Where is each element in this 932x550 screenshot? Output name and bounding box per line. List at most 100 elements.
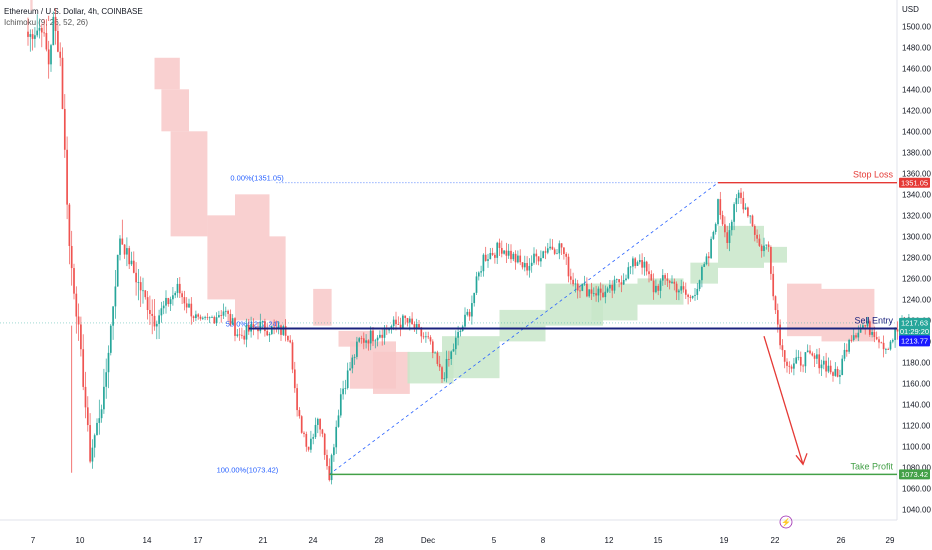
candle-body — [896, 329, 899, 332]
candle-body — [195, 314, 197, 319]
candle-body — [40, 27, 43, 33]
candle-body — [132, 260, 135, 273]
candle-body — [208, 317, 211, 319]
candle-body — [215, 317, 218, 324]
candle-body — [445, 358, 448, 379]
candle-body — [751, 215, 754, 227]
candle-body — [673, 281, 676, 284]
candle-body — [668, 280, 671, 283]
candle-body — [542, 251, 545, 259]
candle-body — [425, 336, 427, 338]
candle-body — [137, 282, 140, 283]
candle-body — [579, 290, 581, 292]
y-tick-label: 1340.00 — [902, 190, 931, 199]
kumo-segment — [690, 262, 718, 284]
candle-body — [333, 447, 335, 456]
candle-body — [841, 358, 844, 376]
candle-body — [459, 330, 462, 333]
candle-body — [307, 446, 310, 450]
candle-body — [213, 316, 216, 324]
candle-body — [862, 325, 864, 328]
chart-header: Ethereum / U.S. Dollar, 4h, COINBASE Ich… — [4, 6, 143, 28]
candle-body — [643, 261, 646, 268]
candle-body — [142, 290, 144, 292]
candle-body — [314, 424, 317, 438]
candle-body — [772, 273, 775, 297]
candle-body — [169, 299, 172, 305]
candle-body — [740, 192, 742, 198]
candle-body — [103, 386, 105, 410]
candle-body — [158, 315, 160, 324]
candle-body — [436, 352, 439, 364]
candle-body — [84, 386, 87, 408]
candle-body — [369, 330, 372, 344]
candle-body — [296, 388, 298, 411]
candle-body — [843, 349, 846, 359]
kumo-segment — [787, 283, 822, 337]
kumo-segment — [170, 131, 208, 237]
y-tick-label: 1420.00 — [902, 106, 931, 115]
candle-body — [744, 207, 747, 210]
candle-body — [694, 294, 696, 296]
candle-body — [565, 253, 568, 257]
candle-body — [811, 353, 814, 356]
x-tick-label: 28 — [375, 536, 384, 545]
candle-body — [758, 238, 761, 246]
candle-body — [827, 365, 830, 372]
candle-body — [885, 349, 887, 350]
candle-body — [666, 278, 669, 281]
candle-body — [583, 283, 586, 285]
candle-body — [362, 338, 365, 343]
candle-body — [222, 311, 225, 316]
candle-body — [770, 246, 772, 274]
projection-arrow — [763, 335, 804, 465]
candle-body — [80, 324, 82, 350]
sell-entry-label: Sell Entry — [854, 316, 893, 326]
candle-body — [379, 334, 381, 338]
candle-body — [59, 51, 62, 58]
candle-body — [859, 327, 862, 333]
candle-body — [526, 263, 528, 271]
candle-body — [342, 388, 344, 395]
candle-body — [429, 337, 432, 342]
candle-body — [367, 340, 370, 344]
candle-body — [454, 337, 457, 350]
candle-body — [620, 282, 623, 285]
candle-body — [627, 267, 630, 279]
candle-body — [816, 354, 818, 359]
candle-body — [802, 365, 804, 367]
y-tick-label: 1240.00 — [902, 295, 931, 304]
candle-body — [760, 245, 763, 252]
x-tick-label: 24 — [309, 536, 318, 545]
candle-body — [291, 342, 294, 370]
candle-body — [661, 275, 664, 281]
candle-body — [498, 242, 501, 248]
candle-body — [211, 316, 213, 318]
candle-body — [650, 274, 653, 281]
candle-body — [27, 31, 29, 37]
candle-body — [234, 318, 236, 336]
candle-body — [891, 339, 894, 342]
candle-body — [105, 372, 108, 387]
candle-body — [98, 418, 101, 423]
candle-body — [595, 293, 597, 296]
candle-body — [61, 57, 64, 109]
candle-body — [834, 368, 837, 376]
candle-body — [804, 352, 807, 367]
candle-body — [356, 341, 358, 357]
candle-body — [818, 354, 821, 369]
candle-body — [128, 248, 131, 265]
candle-body — [206, 317, 209, 319]
candle-body — [638, 260, 641, 263]
candle-body — [185, 303, 188, 308]
candle-body — [556, 253, 558, 255]
candle-body — [54, 16, 57, 31]
candle-body — [519, 255, 522, 263]
candle-body — [749, 215, 752, 217]
candle-body — [781, 345, 784, 351]
candle-body — [420, 327, 423, 337]
candle-body — [146, 297, 149, 310]
kumo-segment — [30, 0, 33, 11]
chart-frame — [0, 0, 898, 521]
